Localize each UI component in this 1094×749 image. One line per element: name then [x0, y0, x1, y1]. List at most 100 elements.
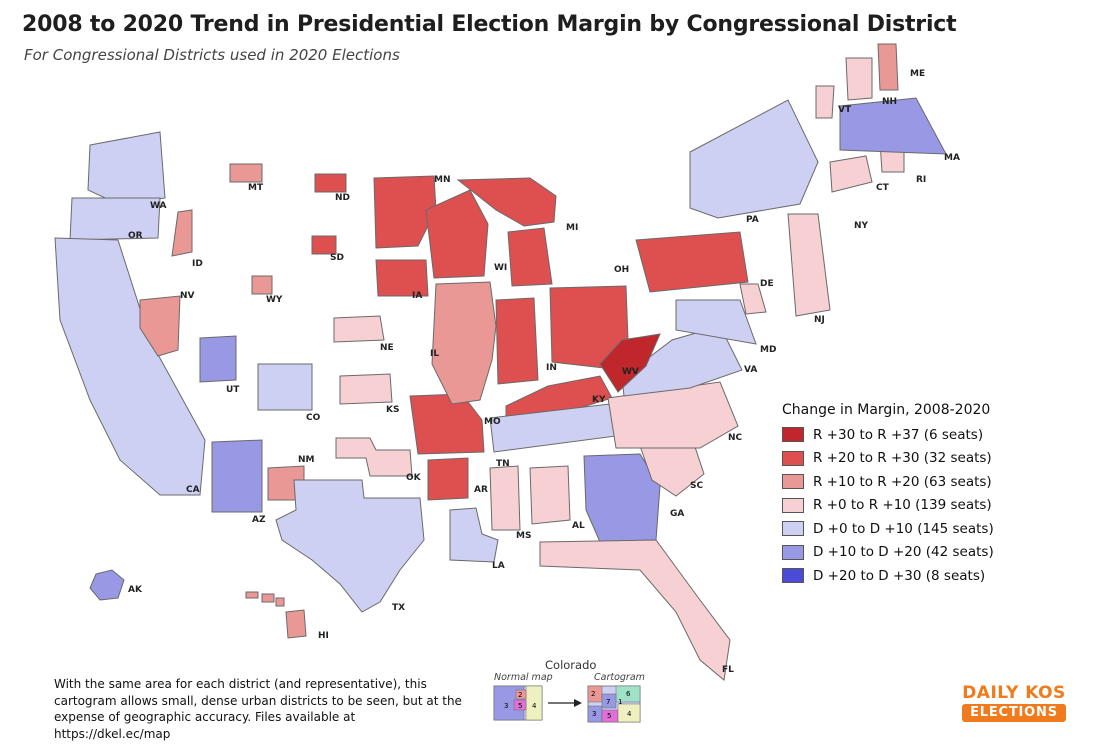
- state-label-il: IL: [430, 349, 439, 359]
- state-label-nd: ND: [335, 193, 350, 203]
- state-label-wy: WY: [266, 295, 283, 305]
- state-fl: [539, 539, 731, 681]
- legend-swatch: [782, 474, 804, 490]
- state-me: [877, 43, 899, 91]
- state-ok: [335, 437, 413, 477]
- legend-swatch: [782, 497, 804, 513]
- legend-item-d0: D +0 to D +10 (145 seats): [782, 517, 1002, 541]
- legend-item-r30: R +30 to R +37 (6 seats): [782, 423, 1002, 447]
- legend-label: R +20 to R +30 (32 seats): [813, 450, 992, 467]
- state-label-mt: MT: [248, 183, 264, 193]
- state-label-wa: WA: [150, 201, 167, 211]
- state-label-ne: NE: [380, 343, 394, 353]
- inset-carto-c: [601, 693, 617, 709]
- legend-label: R +10 to R +20 (63 seats): [813, 473, 992, 490]
- state-label-wi: WI: [494, 263, 507, 273]
- state-labels-layer: WA OR CA NV ID MT WY UT AZ CO NM ND SD NE KS OK TX MN IA MO…: [128, 69, 960, 675]
- state-label-ky: KY: [592, 395, 606, 405]
- legend-swatch: [782, 521, 804, 537]
- state-ca: [54, 237, 206, 496]
- state-mo: [409, 393, 485, 455]
- state-nc: [607, 381, 739, 449]
- legend-label: R +0 to R +10 (139 seats): [813, 497, 992, 514]
- state-pa: [635, 231, 749, 293]
- state-hi-island: [275, 597, 285, 607]
- state-label-ga: GA: [670, 509, 684, 519]
- legend-label: D +20 to D +30 (8 seats): [813, 567, 986, 584]
- inset-num: 2: [518, 691, 522, 699]
- state-in: [495, 297, 539, 385]
- state-nd: [314, 173, 347, 193]
- legend-swatch: [782, 544, 804, 560]
- state-label-ca: CA: [186, 485, 200, 495]
- state-ma: [839, 97, 947, 155]
- footnote: With the same area for each district (an…: [54, 677, 462, 741]
- state-label-nc: NC: [728, 433, 743, 443]
- state-wa: [87, 131, 166, 206]
- state-az: [211, 439, 263, 513]
- state-ia: [375, 259, 429, 297]
- legend-label: D +0 to D +10 (145 seats): [813, 520, 994, 537]
- state-ks: [339, 373, 393, 405]
- state-label-ks: KS: [386, 405, 399, 415]
- state-nh: [845, 57, 873, 101]
- state-ak: [89, 569, 125, 601]
- state-label-nj: NJ: [814, 315, 825, 325]
- state-ms: [489, 465, 521, 531]
- state-mi: [456, 177, 557, 227]
- inset-normal-south: [513, 699, 527, 711]
- states-layer: [54, 43, 947, 681]
- inset-num: 2: [591, 690, 595, 698]
- state-id: [171, 209, 193, 257]
- state-label-wv: WV: [622, 367, 639, 377]
- legend-label: D +10 to D +20 (42 seats): [813, 544, 994, 561]
- state-label-me: ME: [910, 69, 925, 79]
- inset-normal-label: Normal map: [494, 672, 553, 683]
- inset-num: 3: [504, 702, 508, 710]
- state-label-in: IN: [546, 363, 557, 373]
- state-label-or: OR: [128, 231, 143, 241]
- state-ar: [427, 457, 469, 501]
- legend: Change in Margin, 2008-2020 R +30 to R +…: [782, 402, 1002, 588]
- state-label-pa: PA: [746, 215, 759, 225]
- state-va: [621, 325, 743, 397]
- state-label-nm: NM: [298, 455, 315, 465]
- state-label-tn: TN: [496, 459, 510, 469]
- state-label-al: AL: [572, 521, 585, 531]
- daily-kos-logo: DAILY KOS ELECTIONS: [962, 684, 1066, 722]
- state-label-mi: MI: [566, 223, 578, 233]
- state-label-va: VA: [744, 365, 757, 375]
- state-label-id: ID: [192, 259, 203, 269]
- state-label-la: LA: [492, 561, 505, 571]
- state-la: [449, 507, 499, 563]
- inset-num: 4: [532, 702, 537, 710]
- legend-label: R +30 to R +37 (6 seats): [813, 426, 984, 443]
- state-hi: [285, 609, 307, 639]
- page-title: 2008 to 2020 Trend in Presidential Elect…: [22, 12, 957, 37]
- state-label-ia: IA: [412, 291, 422, 301]
- state-hi-island: [261, 593, 275, 603]
- state-label-mn: MN: [434, 175, 451, 185]
- legend-item-d10: D +10 to D +20 (42 seats): [782, 541, 1002, 565]
- inset-num: 5: [518, 702, 522, 710]
- state-ne: [333, 315, 385, 343]
- inset-title: Colorado: [545, 658, 597, 672]
- inset-arrowhead: [574, 699, 582, 707]
- state-wy: [251, 275, 273, 295]
- state-de: [739, 283, 767, 315]
- legend-item-r20: R +20 to R +30 (32 seats): [782, 447, 1002, 471]
- inset-normal-center: [515, 689, 527, 700]
- state-ny: [689, 99, 819, 219]
- legend-item-r10: R +10 to R +20 (63 seats): [782, 470, 1002, 494]
- inset-num: 1: [618, 698, 622, 706]
- page-subtitle: For Congressional Districts used in 2020…: [24, 46, 400, 64]
- legend-swatch: [782, 427, 804, 443]
- logo-top-text: DAILY KOS: [962, 683, 1066, 703]
- colorado-inset: 2 3 5 4 2 6 7 1 3 5 4: [493, 685, 641, 723]
- state-ct: [829, 155, 873, 193]
- legend-title: Change in Margin, 2008-2020: [782, 402, 991, 418]
- state-nv: [139, 295, 181, 357]
- state-label-ok: OK: [406, 473, 422, 483]
- state-ut: [199, 335, 237, 383]
